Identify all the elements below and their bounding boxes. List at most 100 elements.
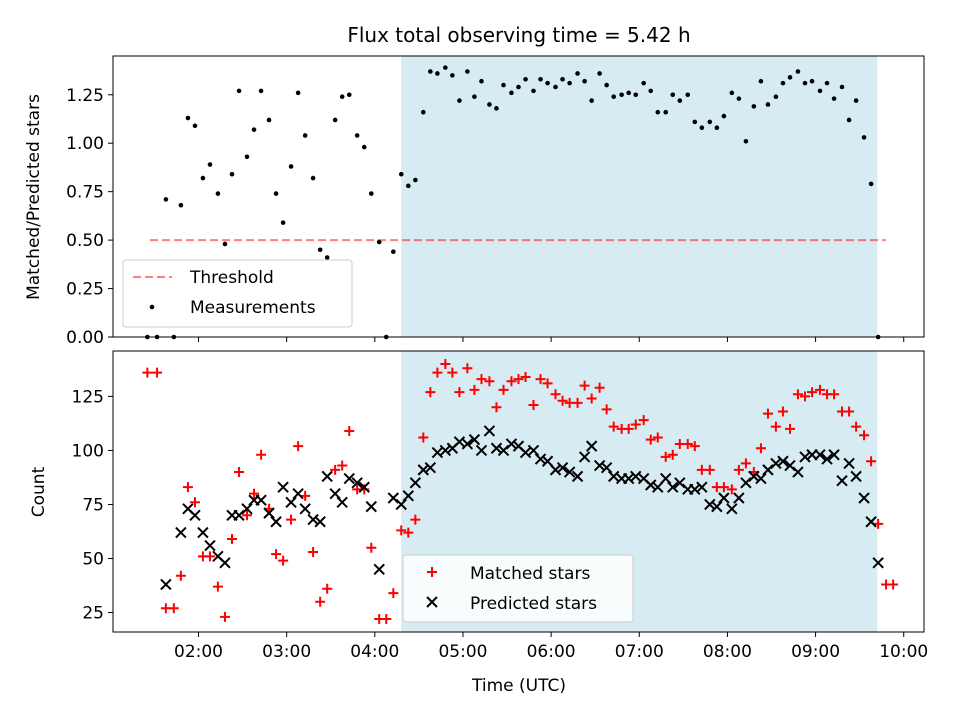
predicted-star-point (299, 503, 311, 515)
matched-star-point (792, 389, 803, 400)
matched-star-point (520, 371, 531, 382)
legend-box-top (122, 259, 353, 328)
panel-counts: 25 50 75 100 125 02:00 03:00 04:00 05:00 06:00 07… (29, 350, 928, 696)
predicted-star-point (872, 557, 884, 569)
y-tick-label: 0.25 (66, 280, 104, 300)
matched-star-point (630, 419, 641, 430)
measurement-point (258, 88, 264, 94)
measurement-point (339, 94, 345, 99)
measurement-point (509, 90, 514, 96)
legend-matched-swatch (427, 567, 437, 577)
predicted-star-point (762, 464, 774, 476)
measurement-point (545, 80, 550, 86)
matched-star-point (227, 534, 238, 545)
measurement-point (361, 144, 367, 150)
measurement-point (487, 102, 492, 107)
predicted-star-point (314, 516, 326, 528)
measurement-point (758, 78, 764, 84)
predicted-star-point (461, 438, 474, 450)
x-tick-label: 04:00 (350, 642, 399, 662)
matched-star-point (652, 432, 663, 443)
predicted-star-point (777, 455, 789, 467)
matched-star-point (308, 547, 319, 558)
measurement-point (192, 123, 198, 129)
matched-star-point (432, 367, 443, 378)
predicted-star-point (711, 500, 723, 513)
measurement-point (729, 90, 735, 96)
measurement-point (751, 104, 757, 109)
measurement-point (428, 69, 433, 74)
legend-bottom: Matched stars Predicted stars (402, 554, 634, 623)
matched-star-point (785, 423, 796, 434)
matched-star-point (755, 443, 766, 454)
chart-title: Flux total observing time = 5.42 h (347, 23, 690, 47)
predicted-star-point (497, 444, 510, 457)
observing-window-shade-top (401, 56, 878, 337)
predicted-star-point (263, 507, 275, 519)
predicted-star-point (417, 464, 430, 476)
measurement-point (494, 106, 499, 111)
measurement-point (538, 76, 543, 82)
x-axis-ticks-top (198, 337, 905, 342)
matched-star-point (638, 415, 649, 426)
matched-star-point (807, 387, 818, 398)
predicted-star-point (689, 483, 701, 496)
measurement-point (685, 92, 691, 98)
measurement-point (457, 98, 462, 103)
predicted-star-point (431, 446, 444, 459)
matched-star-point (256, 449, 267, 460)
matched-star-point (608, 421, 619, 432)
matched-star-point (498, 384, 509, 395)
measurement-point (531, 88, 536, 94)
measurement-point (567, 80, 572, 86)
matched-star-point (888, 579, 899, 590)
legend-matched-label: Matched stars (470, 564, 590, 584)
predicted-star-point (630, 470, 642, 483)
measurement-point (802, 80, 808, 86)
matched-star-point (249, 488, 260, 499)
y-axis-ticks-bottom: 25 50 75 100 125 (72, 387, 113, 624)
matched-star-point (601, 404, 612, 415)
predicted-star-point (667, 481, 679, 493)
predicted-star-point (607, 470, 620, 483)
predicted-star-point (733, 492, 745, 504)
measurement-point (619, 92, 624, 98)
predicted-star-point (622, 472, 635, 485)
predicted-star-point (270, 516, 282, 528)
measurement-point (597, 71, 602, 76)
predicted-star-point (858, 492, 870, 504)
matched-star-point (579, 380, 590, 391)
measurement-point (346, 92, 352, 98)
measurement-point (324, 255, 330, 260)
measurement-point (743, 138, 749, 144)
predicted-star-point (740, 477, 752, 489)
matched-star-point (330, 464, 341, 475)
predicted-star-point (660, 472, 672, 485)
matched-star-point (219, 611, 230, 622)
matched-star-point (770, 421, 781, 432)
predicted-star-point (836, 474, 848, 487)
matched-star-point (189, 497, 200, 508)
measurement-point (663, 109, 669, 115)
matched-star-point (689, 441, 700, 452)
predicted-star-point (770, 457, 782, 470)
matched-star-point (388, 588, 399, 599)
measurement-point (560, 76, 565, 82)
matched-star-point (594, 382, 605, 393)
predicted-star-point (755, 472, 767, 485)
measurement-point (714, 125, 720, 131)
measurement-point (765, 102, 771, 107)
measurement-point (582, 78, 587, 84)
predicted-star-point (674, 477, 686, 489)
predicted-star-point (439, 444, 452, 457)
measurement-point (251, 127, 257, 132)
matched-star-point (241, 510, 252, 521)
matched-star-point (542, 378, 553, 389)
legend-predicted-swatch (426, 596, 438, 608)
matched-star-point (175, 570, 186, 581)
matched-star-point (506, 376, 517, 387)
predicted-star-point (704, 498, 716, 511)
measurement-point (501, 82, 506, 88)
predicted-star-point (505, 438, 518, 450)
